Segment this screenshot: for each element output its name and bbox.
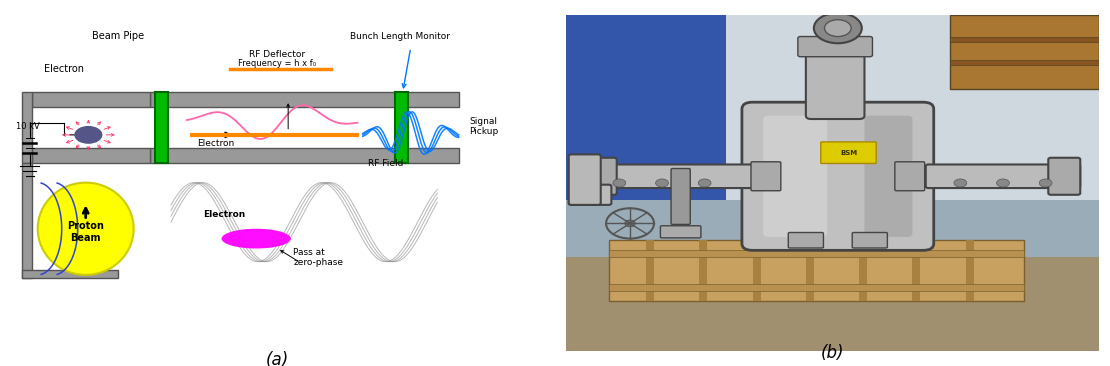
- Text: (a): (a): [266, 351, 289, 366]
- Text: BSM: BSM: [840, 150, 857, 156]
- FancyBboxPatch shape: [806, 38, 865, 119]
- Text: RF Field: RF Field: [369, 159, 403, 168]
- Text: 10 kV: 10 kV: [17, 122, 40, 131]
- FancyBboxPatch shape: [895, 162, 925, 191]
- FancyBboxPatch shape: [912, 240, 920, 301]
- FancyBboxPatch shape: [806, 240, 814, 301]
- FancyBboxPatch shape: [608, 284, 1025, 291]
- FancyBboxPatch shape: [646, 240, 654, 301]
- Text: Signal
Pickup: Signal Pickup: [470, 117, 498, 137]
- FancyBboxPatch shape: [608, 240, 1025, 301]
- FancyBboxPatch shape: [672, 168, 690, 224]
- FancyBboxPatch shape: [852, 232, 887, 248]
- Text: Proton
Beam: Proton Beam: [68, 221, 104, 243]
- Circle shape: [814, 13, 861, 43]
- Text: Beam Pipe: Beam Pipe: [92, 31, 143, 41]
- FancyBboxPatch shape: [566, 15, 726, 200]
- FancyBboxPatch shape: [764, 116, 827, 237]
- FancyBboxPatch shape: [566, 15, 1099, 351]
- FancyBboxPatch shape: [950, 60, 1099, 65]
- FancyBboxPatch shape: [753, 240, 760, 301]
- FancyBboxPatch shape: [966, 240, 973, 301]
- Circle shape: [1039, 179, 1052, 187]
- FancyBboxPatch shape: [699, 240, 707, 301]
- FancyBboxPatch shape: [591, 164, 755, 188]
- FancyBboxPatch shape: [150, 92, 458, 107]
- Text: Electron: Electron: [203, 210, 245, 219]
- FancyBboxPatch shape: [585, 158, 617, 195]
- FancyBboxPatch shape: [32, 148, 150, 163]
- Ellipse shape: [222, 229, 291, 249]
- FancyBboxPatch shape: [660, 226, 700, 238]
- Text: Bunch Length Monitor: Bunch Length Monitor: [350, 32, 450, 41]
- Text: Pass at
zero-phase: Pass at zero-phase: [293, 247, 343, 267]
- Text: Electron: Electron: [44, 64, 84, 74]
- Circle shape: [997, 179, 1009, 187]
- FancyBboxPatch shape: [865, 116, 912, 237]
- Ellipse shape: [38, 183, 133, 275]
- FancyBboxPatch shape: [22, 270, 118, 278]
- FancyBboxPatch shape: [32, 92, 150, 107]
- FancyBboxPatch shape: [566, 257, 1099, 351]
- FancyBboxPatch shape: [150, 148, 458, 163]
- FancyBboxPatch shape: [155, 92, 169, 163]
- FancyBboxPatch shape: [859, 240, 867, 301]
- FancyBboxPatch shape: [395, 92, 408, 163]
- Text: Electron: Electron: [198, 139, 235, 148]
- Circle shape: [698, 179, 712, 187]
- FancyBboxPatch shape: [788, 232, 824, 248]
- FancyBboxPatch shape: [568, 154, 601, 205]
- Circle shape: [75, 127, 102, 143]
- Circle shape: [953, 179, 967, 187]
- FancyBboxPatch shape: [950, 15, 1099, 89]
- Circle shape: [613, 179, 626, 187]
- FancyBboxPatch shape: [22, 92, 32, 163]
- Text: RF Deflector: RF Deflector: [250, 51, 305, 59]
- FancyBboxPatch shape: [22, 163, 32, 278]
- FancyBboxPatch shape: [568, 185, 612, 205]
- Circle shape: [825, 20, 851, 37]
- Text: Frequency = h x f₀: Frequency = h x f₀: [239, 59, 316, 68]
- FancyBboxPatch shape: [566, 15, 1099, 200]
- Circle shape: [625, 220, 635, 227]
- FancyBboxPatch shape: [608, 250, 1025, 257]
- FancyBboxPatch shape: [751, 162, 780, 191]
- FancyBboxPatch shape: [741, 102, 934, 250]
- Text: (b): (b): [820, 344, 845, 362]
- Circle shape: [656, 179, 668, 187]
- FancyBboxPatch shape: [950, 37, 1099, 42]
- FancyBboxPatch shape: [1048, 158, 1080, 195]
- FancyBboxPatch shape: [926, 164, 1080, 188]
- FancyBboxPatch shape: [820, 142, 876, 164]
- FancyBboxPatch shape: [798, 37, 872, 57]
